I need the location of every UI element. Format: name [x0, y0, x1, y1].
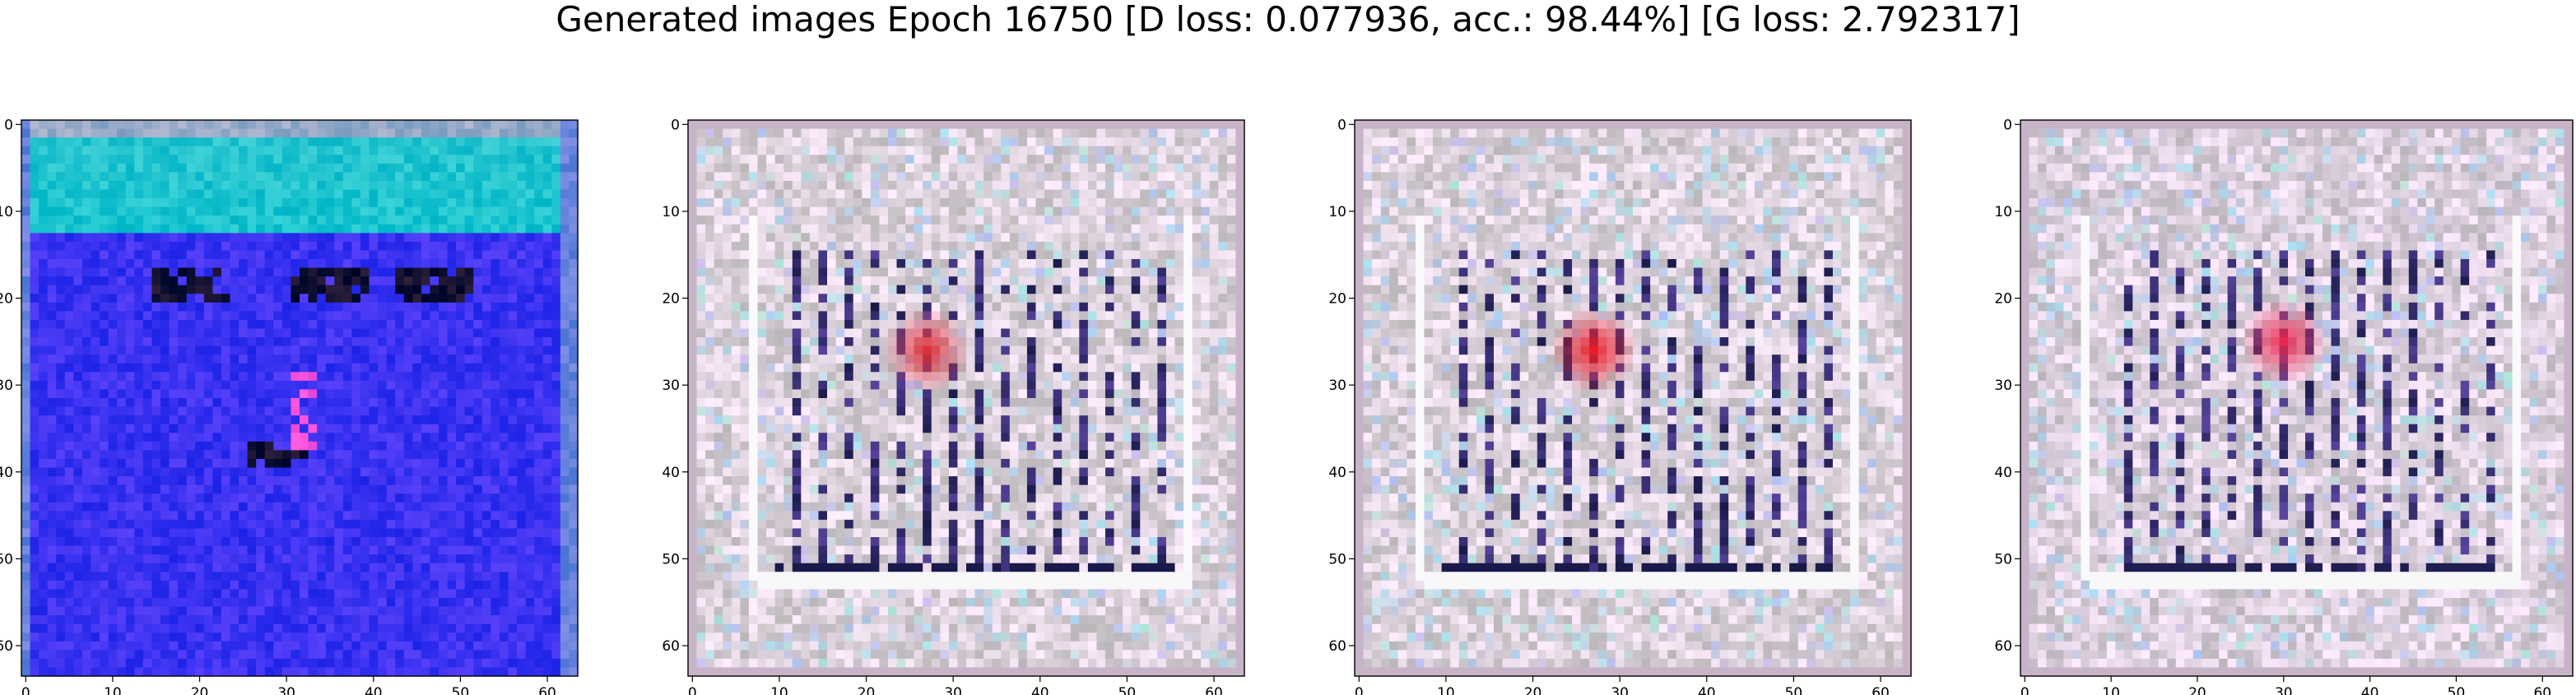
- y-tick-label: 0: [1337, 117, 1346, 133]
- image-panel-4: 0 10 20 30 40 50 60 0 10 20 30 40 50 60: [1994, 117, 2574, 695]
- y-tick-label: 0: [4, 117, 13, 133]
- x-tick-label: 0: [2020, 685, 2030, 695]
- x-tick-label: 30: [1611, 685, 1629, 695]
- axes-frame: [2020, 119, 2574, 677]
- y-tick-label: 10: [0, 204, 13, 220]
- generated-image-4: [2020, 120, 2574, 677]
- image-panel-3: 0 10 20 30 40 50 60 0 10 20 30 40 50 60: [1328, 117, 1912, 695]
- x-tick-label: 50: [1785, 685, 1803, 695]
- y-tick-label: 60: [1328, 638, 1346, 655]
- image-panel-2: 0 10 20 30 40 50 60 0 10 20 30 40 50 60: [662, 117, 1245, 695]
- y-tick-label: 40: [0, 465, 13, 481]
- x-tick-label: 10: [770, 685, 788, 695]
- y-tick-label: 40: [1328, 465, 1346, 481]
- axes-frame: [21, 119, 579, 677]
- x-tick-label: 30: [2275, 685, 2293, 695]
- x-tick-label: 20: [2188, 685, 2206, 695]
- x-tick-label: 50: [1118, 685, 1137, 695]
- y-tick-label: 60: [0, 638, 13, 655]
- x-tick-label: 0: [21, 685, 30, 695]
- x-tick-label: 10: [2102, 685, 2120, 695]
- y-tick-label: 60: [1994, 638, 2012, 655]
- x-tick-label: 10: [1437, 685, 1455, 695]
- x-tick-label: 40: [2361, 685, 2379, 695]
- axes-frame: [1354, 119, 1912, 677]
- y-tick-label: 10: [662, 204, 680, 220]
- y-tick-label: 50: [662, 551, 680, 568]
- x-tick-label: 40: [365, 685, 383, 695]
- x-tick-label: 30: [944, 685, 962, 695]
- y-tick-label: 20: [0, 291, 13, 308]
- y-tick-label: 60: [662, 638, 680, 655]
- x-tick-label: 0: [1355, 685, 1364, 695]
- x-tick-label: 60: [2533, 685, 2551, 695]
- y-tick-label: 40: [662, 465, 680, 481]
- image-panel-1: 0 10 20 30 40 50 60 0 10 20 30 40 50 60: [0, 117, 579, 695]
- y-tick-label: 50: [1994, 551, 2012, 568]
- x-tick-label: 20: [858, 685, 876, 695]
- y-tick-label: 30: [1328, 378, 1346, 394]
- y-tick-label: 0: [671, 117, 680, 133]
- x-tick-label: 40: [1031, 685, 1049, 695]
- y-tick-label: 10: [1328, 204, 1346, 220]
- y-tick-label: 0: [2003, 117, 2012, 133]
- y-tick-label: 30: [1994, 378, 2012, 394]
- axes-frame: [687, 119, 1245, 677]
- y-tick-label: 50: [1328, 551, 1346, 568]
- generated-image-2: [688, 120, 1245, 677]
- y-tick-label: 20: [1994, 291, 2012, 308]
- y-tick-label: 50: [0, 551, 13, 568]
- y-tick-label: 40: [1994, 465, 2012, 481]
- x-tick-label: 60: [1205, 685, 1223, 695]
- x-tick-label: 20: [1524, 685, 1542, 695]
- y-tick-label: 20: [662, 291, 680, 308]
- generated-image-3: [1355, 120, 1912, 677]
- x-tick-label: 60: [1872, 685, 1890, 695]
- y-tick-label: 30: [0, 378, 13, 394]
- x-tick-label: 0: [688, 685, 697, 695]
- x-tick-label: 20: [191, 685, 209, 695]
- y-tick-label: 20: [1328, 291, 1346, 308]
- x-tick-label: 30: [277, 685, 295, 695]
- x-tick-label: 60: [538, 685, 556, 695]
- x-tick-label: 50: [2448, 685, 2466, 695]
- x-tick-label: 10: [104, 685, 122, 695]
- y-tick-label: 10: [1994, 204, 2012, 220]
- x-tick-label: 40: [1698, 685, 1716, 695]
- generated-image-1: [21, 120, 579, 677]
- y-tick-label: 30: [662, 378, 680, 394]
- figure-title: Generated images Epoch 16750 [D loss: 0.…: [556, 0, 2020, 39]
- x-tick-label: 50: [452, 685, 470, 695]
